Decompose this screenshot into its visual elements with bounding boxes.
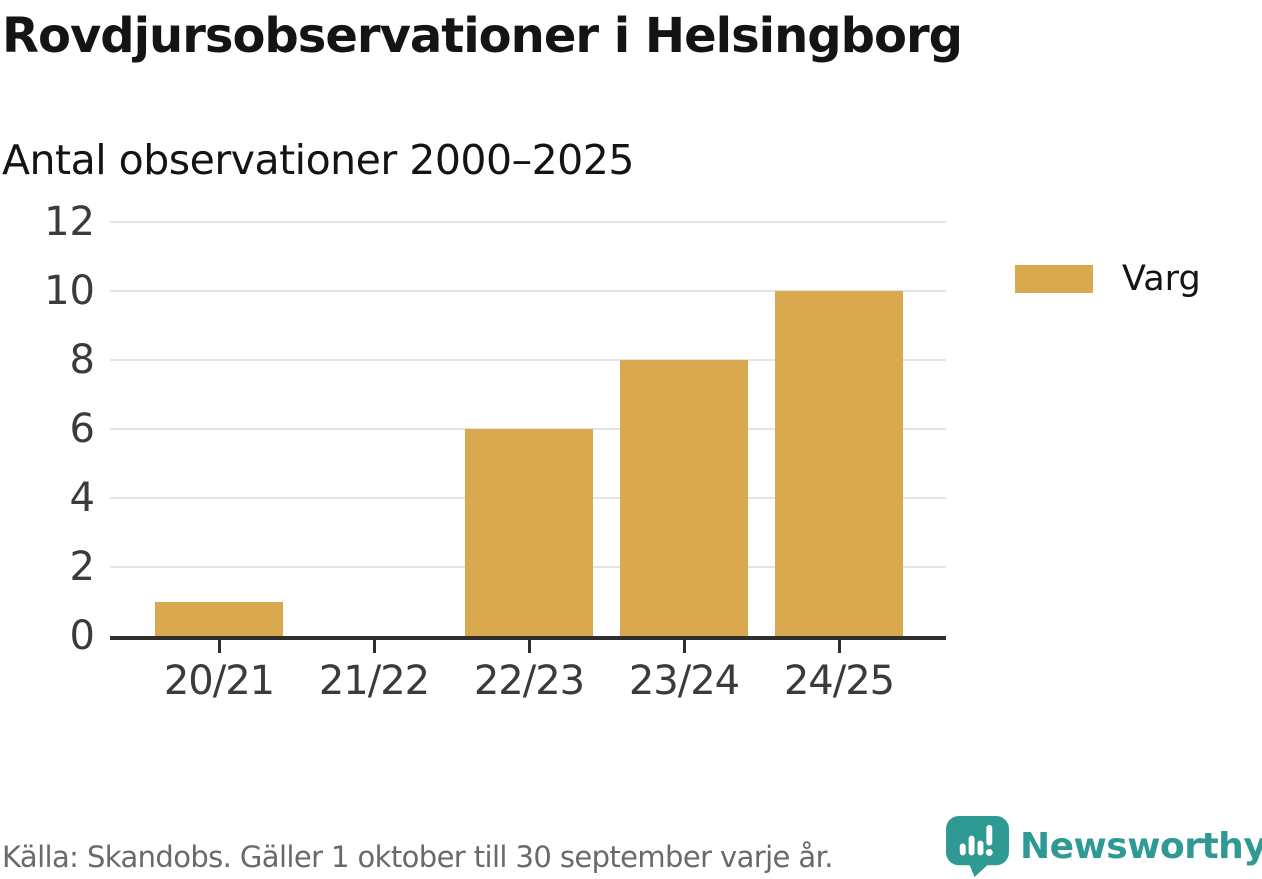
gridline-y8: [110, 359, 946, 361]
legend-label-varg: Varg: [1122, 258, 1201, 299]
chart-title: Rovdjursobservationer i Helsingborg: [2, 8, 963, 64]
y-tick-label-12: 12: [44, 199, 95, 245]
x-tick-label-23-24: 23/24: [628, 658, 740, 704]
x-tick-20-21: [218, 640, 221, 653]
x-tick-label-24-25: 24/25: [783, 658, 895, 704]
y-tick-label-2: 2: [69, 544, 95, 590]
x-tick-label-22-23: 22/23: [473, 658, 585, 704]
x-tick-21-22: [373, 640, 376, 653]
chart-area: 0 2 4 6 8 10 12 20/21 21/22 22/23 23/24 24/25: [0, 199, 1262, 742]
chart-subtitle: Antal observationer 2000–2025: [2, 136, 634, 184]
gridline-y10: [110, 290, 946, 292]
y-tick-label-10: 10: [44, 268, 95, 314]
y-tick-label-0: 0: [69, 613, 95, 659]
x-tick-label-20-21: 20/21: [163, 658, 275, 704]
brand-name: Newsworthy: [1020, 825, 1262, 867]
y-tick-label-4: 4: [69, 475, 95, 521]
gridline-y12: [110, 221, 946, 223]
brand-logo: Newsworthy: [945, 816, 1262, 877]
y-tick-label-6: 6: [69, 406, 95, 452]
x-tick-label-21-22: 21/22: [318, 658, 430, 704]
x-tick-24-25: [838, 640, 841, 653]
legend: Varg: [1015, 261, 1201, 296]
plot-area: [110, 221, 946, 640]
source-note: Källa: Skandobs. Gäller 1 oktober till 3…: [2, 840, 833, 874]
x-tick-23-24: [683, 640, 686, 653]
bar-23-24: [620, 360, 748, 636]
bar-20-21: [155, 601, 283, 636]
legend-swatch-varg: [1015, 265, 1093, 293]
bar-24-25: [775, 291, 903, 636]
x-tick-22-23: [528, 640, 531, 653]
y-tick-label-8: 8: [69, 337, 95, 383]
bar-22-23: [465, 429, 593, 636]
newsworthy-speech-bubble-chart-icon: [946, 816, 1009, 877]
